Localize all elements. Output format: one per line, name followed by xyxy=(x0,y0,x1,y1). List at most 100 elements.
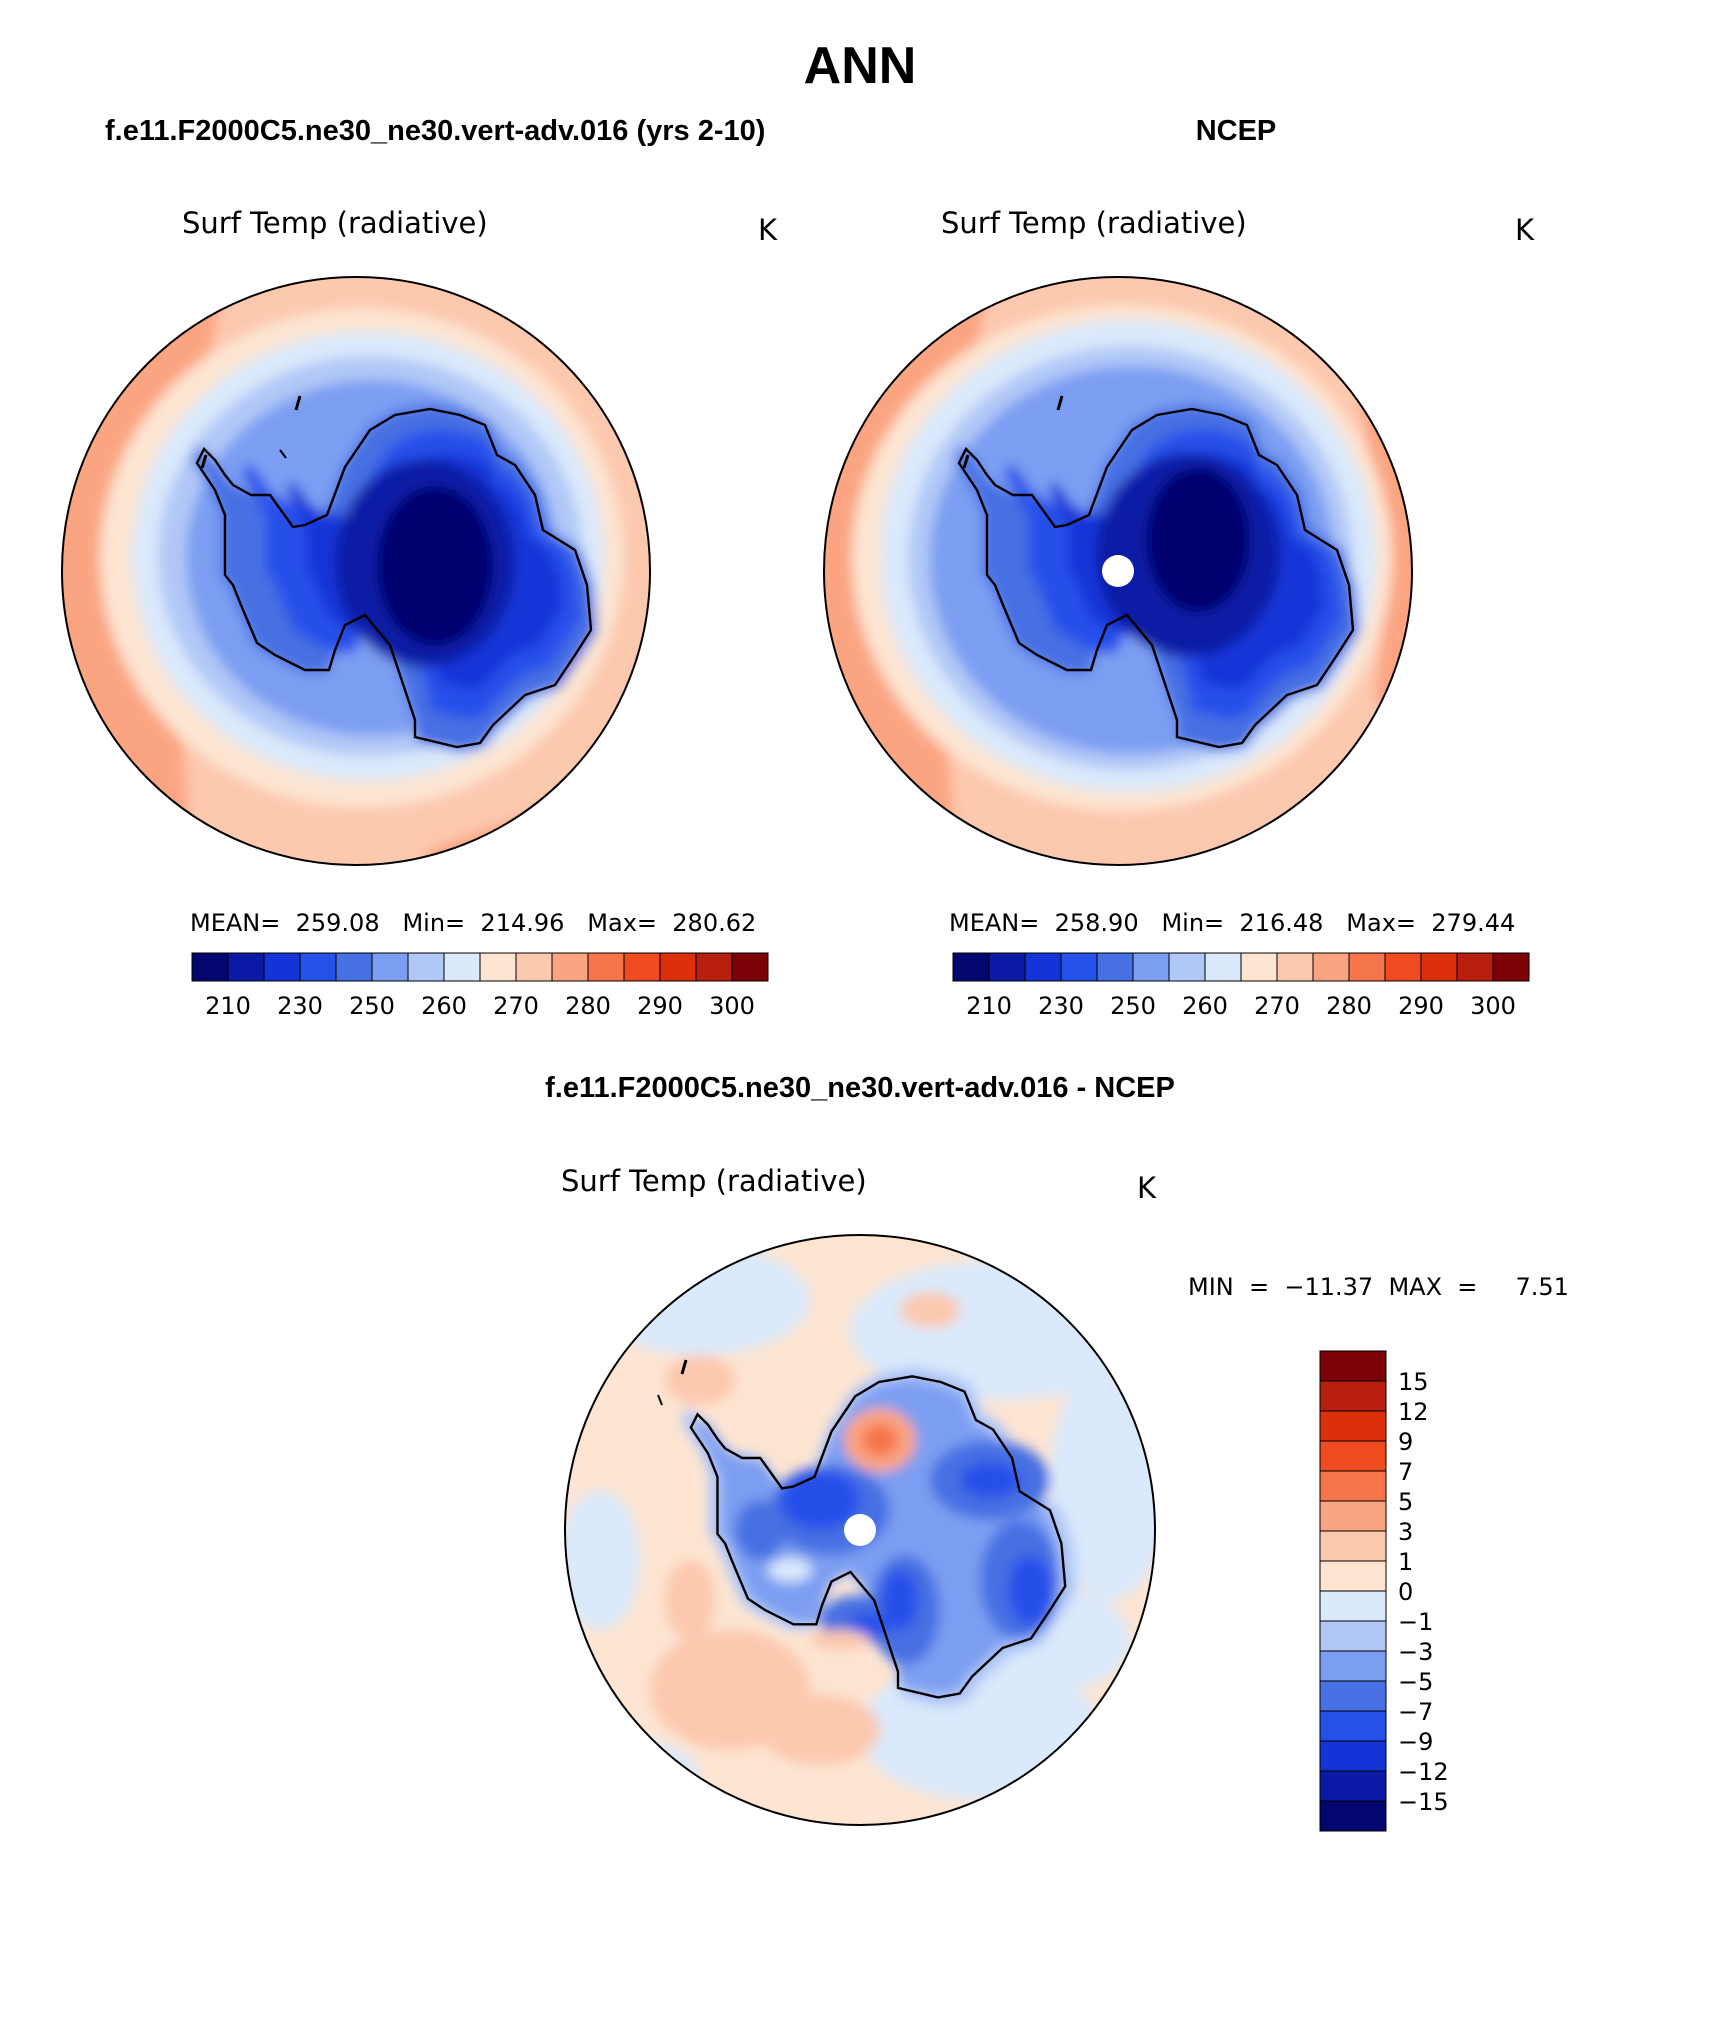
colorbar-tick-label: 230 xyxy=(1038,992,1084,1020)
colorbar-swatch xyxy=(263,952,301,982)
colorbar-swatch xyxy=(479,952,517,982)
colorbar-tick-label: 1 xyxy=(1398,1548,1413,1576)
panel-diff-case-title: f.e11.F2000C5.ne30_ne30.vert-adv.016 - N… xyxy=(545,1072,1175,1104)
colorbar-tick-label: 280 xyxy=(565,992,611,1020)
colorbar-swatch xyxy=(659,952,697,982)
colorbar-tick-label: 3 xyxy=(1398,1518,1413,1546)
colorbar-tick-label: 300 xyxy=(1470,992,1516,1020)
colorbar-tick-label: 270 xyxy=(493,992,539,1020)
colorbar-swatch xyxy=(587,952,625,982)
panel-model-map-border xyxy=(61,276,651,866)
panel-obs-colorbar-labels: 210 230 250 260 270 280 290 300 xyxy=(966,992,1516,1020)
panel-diff-minmax: MIN = −11.37 MAX = 7.51 xyxy=(1188,1273,1569,1301)
colorbar-tick-label: −9 xyxy=(1398,1728,1433,1756)
colorbar-swatch xyxy=(1456,952,1494,982)
colorbar-swatch xyxy=(1319,1560,1387,1592)
colorbar-swatch xyxy=(299,952,337,982)
colorbar-tick-label: −1 xyxy=(1398,1608,1433,1636)
colorbar-swatch xyxy=(1319,1470,1387,1502)
colorbar-tick-label: 230 xyxy=(277,992,323,1020)
colorbar-swatch xyxy=(1348,952,1386,982)
colorbar-swatch xyxy=(988,952,1026,982)
colorbar-tick-label: 250 xyxy=(1110,992,1156,1020)
colorbar-swatch xyxy=(1168,952,1206,982)
colorbar-swatch xyxy=(1024,952,1062,982)
colorbar-swatch xyxy=(1319,1740,1387,1772)
colorbar-tick-label: 290 xyxy=(1398,992,1444,1020)
colorbar-swatch xyxy=(1319,1590,1387,1622)
colorbar-tick-label: 300 xyxy=(709,992,755,1020)
colorbar-swatch xyxy=(731,952,769,982)
colorbar-tick-label: 270 xyxy=(1254,992,1300,1020)
colorbar-tick-label: 5 xyxy=(1398,1488,1413,1516)
panel-model-map xyxy=(62,277,650,865)
colorbar-swatch xyxy=(371,952,409,982)
colorbar-tick-label: 0 xyxy=(1398,1578,1413,1606)
colorbar-swatch xyxy=(1319,1620,1387,1652)
colorbar-tick-label: 280 xyxy=(1326,992,1372,1020)
colorbar-swatch xyxy=(1319,1650,1387,1682)
colorbar-swatch xyxy=(695,952,733,982)
panel-model-variable-label: Surf Temp (radiative) xyxy=(182,206,488,240)
colorbar-tick-label: 210 xyxy=(205,992,251,1020)
colorbar-swatch xyxy=(1132,952,1170,982)
panel-obs-colorbar xyxy=(952,952,1530,982)
colorbar-tick-label: 260 xyxy=(1182,992,1228,1020)
colorbar-swatch xyxy=(1319,1350,1387,1382)
colorbar-swatch xyxy=(1319,1800,1387,1832)
panel-obs-case-title: NCEP xyxy=(1196,115,1277,147)
panel-model-stats: MEAN= 259.08 Min= 214.96 Max= 280.62 xyxy=(190,909,756,937)
colorbar-swatch xyxy=(335,952,373,982)
colorbar-tick-label: −3 xyxy=(1398,1638,1433,1666)
panel-obs-map xyxy=(824,277,1412,865)
panel-obs-variable-label: Surf Temp (radiative) xyxy=(941,206,1247,240)
colorbar-tick-label: −7 xyxy=(1398,1698,1433,1726)
panel-diff-variable-label: Surf Temp (radiative) xyxy=(561,1164,867,1198)
colorbar-swatch xyxy=(1319,1410,1387,1442)
panel-diff: f.e11.F2000C5.ne30_ne30.vert-adv.016 - N… xyxy=(545,1072,1569,1832)
colorbar-tick-label: 9 xyxy=(1398,1428,1413,1456)
colorbar-swatch xyxy=(191,952,229,982)
panel-diff-units: K xyxy=(1137,1171,1157,1205)
colorbar-swatch xyxy=(443,952,481,982)
colorbar-swatch xyxy=(1060,952,1098,982)
colorbar-swatch xyxy=(1240,952,1278,982)
colorbar-swatch xyxy=(952,952,990,982)
colorbar-tick-label: 7 xyxy=(1398,1458,1413,1486)
colorbar-tick-label: −15 xyxy=(1398,1788,1449,1816)
panel-model-colorbar xyxy=(191,952,769,982)
colorbar-swatch xyxy=(1312,952,1350,982)
panel-model: f.e11.F2000C5.ne30_ne30.vert-adv.016 (yr… xyxy=(61,115,778,1020)
colorbar-swatch xyxy=(551,952,589,982)
colorbar-swatch xyxy=(1204,952,1242,982)
colorbar-tick-label: 15 xyxy=(1398,1368,1429,1396)
colorbar-swatch xyxy=(1384,952,1422,982)
colorbar-swatch xyxy=(1319,1680,1387,1712)
colorbar-swatch xyxy=(1319,1770,1387,1802)
colorbar-tick-label: −12 xyxy=(1398,1758,1449,1786)
colorbar-tick-label: 250 xyxy=(349,992,395,1020)
colorbar-swatch xyxy=(407,952,445,982)
figure-title: ANN xyxy=(804,37,917,95)
panel-model-case-title: f.e11.F2000C5.ne30_ne30.vert-adv.016 (yr… xyxy=(105,115,765,147)
colorbar-swatch xyxy=(1319,1500,1387,1532)
colorbar-tick-label: −5 xyxy=(1398,1668,1433,1696)
panel-model-units: K xyxy=(758,213,778,247)
colorbar-swatch xyxy=(1319,1380,1387,1412)
colorbar-tick-label: 210 xyxy=(966,992,1012,1020)
colorbar-swatch xyxy=(623,952,661,982)
panel-obs-stats: MEAN= 258.90 Min= 216.48 Max= 279.44 xyxy=(949,909,1515,937)
colorbar-swatch xyxy=(1319,1710,1387,1742)
colorbar-swatch xyxy=(1096,952,1134,982)
panel-diff-map-border xyxy=(564,1234,1156,1826)
colorbar-tick-label: 260 xyxy=(421,992,467,1020)
panel-obs-map-border xyxy=(823,276,1413,866)
colorbar-tick-label: 290 xyxy=(637,992,683,1020)
panel-obs-units: K xyxy=(1515,213,1535,247)
colorbar-tick-label: 12 xyxy=(1398,1398,1429,1426)
panel-model-colorbar-labels: 210 230 250 260 270 280 290 300 xyxy=(205,992,755,1020)
panel-obs: NCEP Surf Temp (radiative) K xyxy=(823,115,1535,1020)
colorbar-swatch xyxy=(1319,1440,1387,1472)
